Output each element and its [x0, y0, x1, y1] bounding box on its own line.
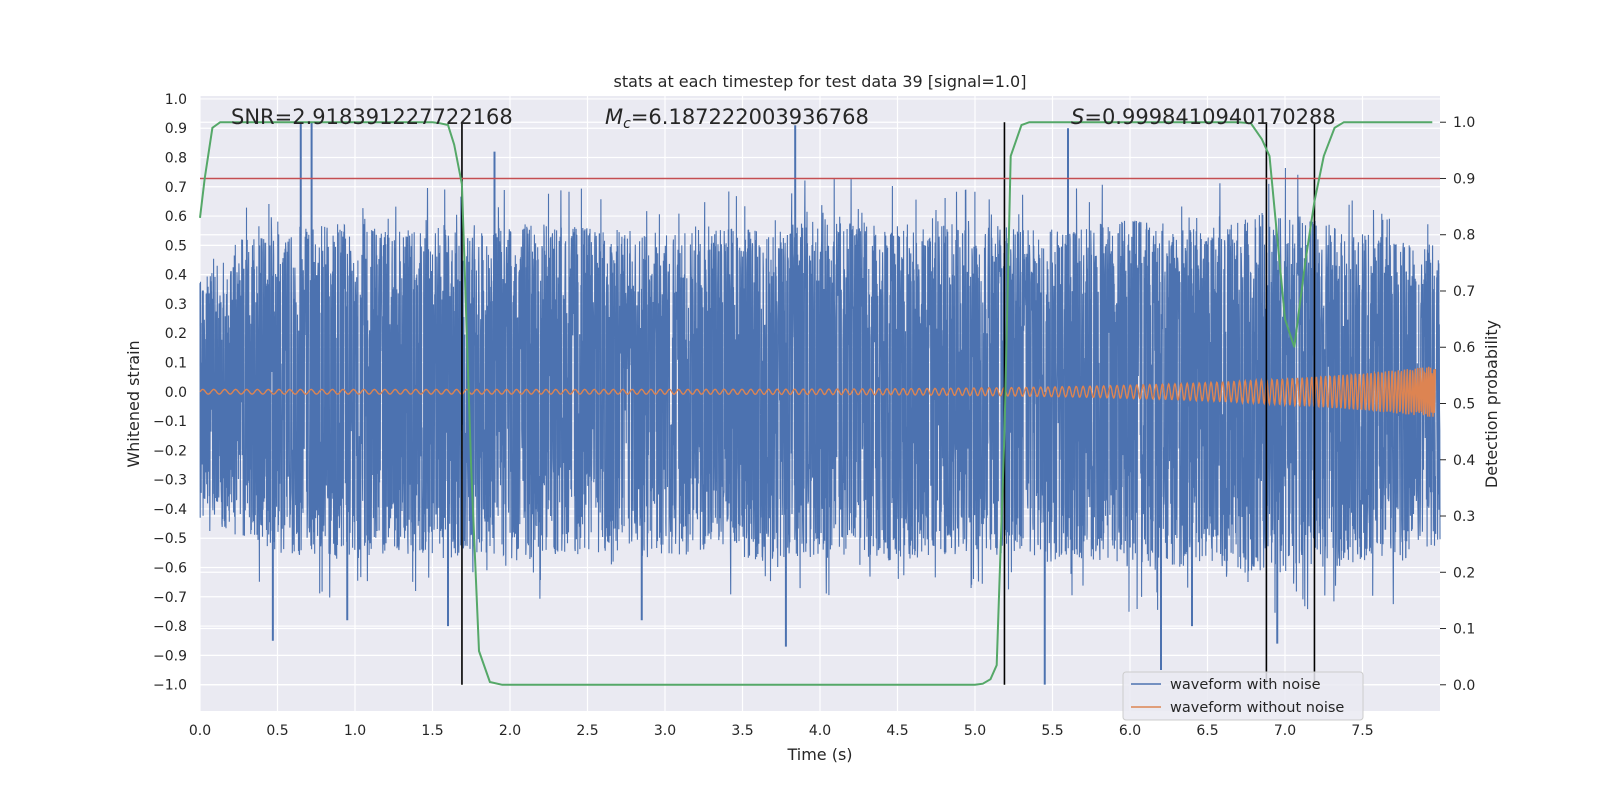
- legend-label-noise: waveform with noise: [1170, 677, 1321, 693]
- x-tick-label: 6.5: [1196, 723, 1218, 739]
- chart-title: stats at each timestep for test data 39 …: [614, 72, 1027, 91]
- noise-trace: [199, 167, 1441, 613]
- x-tick-label: 3.0: [654, 723, 676, 739]
- y-tick-label: 0.0: [165, 385, 187, 401]
- y2-tick-label: 0.4: [1453, 453, 1475, 469]
- y-tick-label: 0.2: [165, 326, 187, 342]
- y-tick-label: 0.5: [165, 238, 187, 254]
- y-tick-label: 0.6: [165, 209, 187, 225]
- y-tick-label: −1.0: [153, 678, 187, 694]
- y2-tick-label: 0.3: [1453, 509, 1475, 525]
- s-value: =0.9998410940170288: [1084, 105, 1335, 129]
- y-tick-label: 0.8: [165, 151, 187, 167]
- noise-waveform: [199, 122, 1441, 685]
- y2-axis-label: Detection probability: [1482, 320, 1501, 488]
- legend: waveform with noise waveform without noi…: [1122, 671, 1364, 721]
- y2-tick-label: 0.2: [1453, 565, 1475, 581]
- legend-label-clean: waveform without noise: [1170, 700, 1344, 716]
- y-tick-label: −0.4: [153, 502, 187, 518]
- y-tick-label: −0.6: [153, 561, 187, 577]
- y2-tick-label: 0.5: [1453, 397, 1475, 413]
- x-tick-label: 4.5: [886, 723, 908, 739]
- y2-tick-label: 0.9: [1453, 171, 1475, 187]
- x-axis-label: Time (s): [786, 745, 852, 764]
- chirp-mass-subscript: c: [623, 116, 631, 132]
- x-tick-label: 2.0: [499, 723, 521, 739]
- y-tick-label: 0.4: [165, 268, 187, 284]
- s-annotation: S=0.9998410940170288: [1071, 105, 1336, 129]
- y2-tick-label: 0.6: [1453, 340, 1475, 356]
- x-tick-label: 2.5: [576, 723, 598, 739]
- legend-box: [1122, 671, 1364, 721]
- y-tick-label: −0.2: [153, 443, 187, 459]
- x-tick-label: 0.0: [189, 723, 211, 739]
- x-tick-label: 7.5: [1351, 723, 1373, 739]
- x-tick-label: 6.0: [1119, 723, 1141, 739]
- y-tick-label: 0.9: [165, 121, 187, 137]
- y2-tick-label: 0.8: [1453, 228, 1475, 244]
- chirp-mass-symbol: M: [605, 105, 623, 129]
- ticks: 0.0 0.5 1.0 1.5 2.0 2.5 3.0 3.5 4.0 4.5 5.0 5.5 6.0 6…: [153, 92, 1475, 739]
- x-tick-label: 0.5: [266, 723, 288, 739]
- x-tick-label: 3.5: [731, 723, 753, 739]
- y2-tick-label: 0.1: [1453, 622, 1475, 638]
- y-tick-label: −0.7: [153, 590, 187, 606]
- y-tick-label: 0.1: [165, 356, 187, 372]
- x-tick-label: 4.0: [809, 723, 831, 739]
- x-tick-label: 7.0: [1274, 723, 1296, 739]
- y-axis-label: Whitened strain: [124, 340, 143, 467]
- y-tick-label: 0.7: [165, 180, 187, 196]
- y-tick-label: −0.3: [153, 473, 187, 489]
- s-symbol: S: [1071, 105, 1084, 129]
- x-tick-label: 5.0: [964, 723, 986, 739]
- y2-tick-label: 1.0: [1453, 115, 1475, 131]
- clean-trace: [199, 366, 1436, 417]
- y2-tick-label: 0.0: [1453, 678, 1475, 694]
- chirp-mass-value: =6.187222003936768: [631, 105, 869, 129]
- x-tick-label: 1.5: [421, 723, 443, 739]
- y-tick-label: −0.8: [153, 619, 187, 635]
- chirp-mass-annotation: Mc=6.187222003936768: [605, 105, 869, 132]
- y-tick-label: −0.1: [153, 414, 187, 430]
- detection-probability: [199, 121, 1440, 686]
- clean-waveform: [199, 366, 1436, 417]
- y2-tick-label: 0.7: [1453, 284, 1475, 300]
- y-tick-label: 1.0: [165, 92, 187, 108]
- snr-annotation: SNR=2.918391227722168: [231, 105, 513, 129]
- x-tick-label: 5.5: [1041, 723, 1063, 739]
- y-tick-label: −0.5: [153, 531, 187, 547]
- y-tick-label: −0.9: [153, 648, 187, 664]
- y-tick-label: 0.3: [165, 297, 187, 313]
- x-tick-label: 1.0: [344, 723, 366, 739]
- probability-line: [199, 121, 1433, 686]
